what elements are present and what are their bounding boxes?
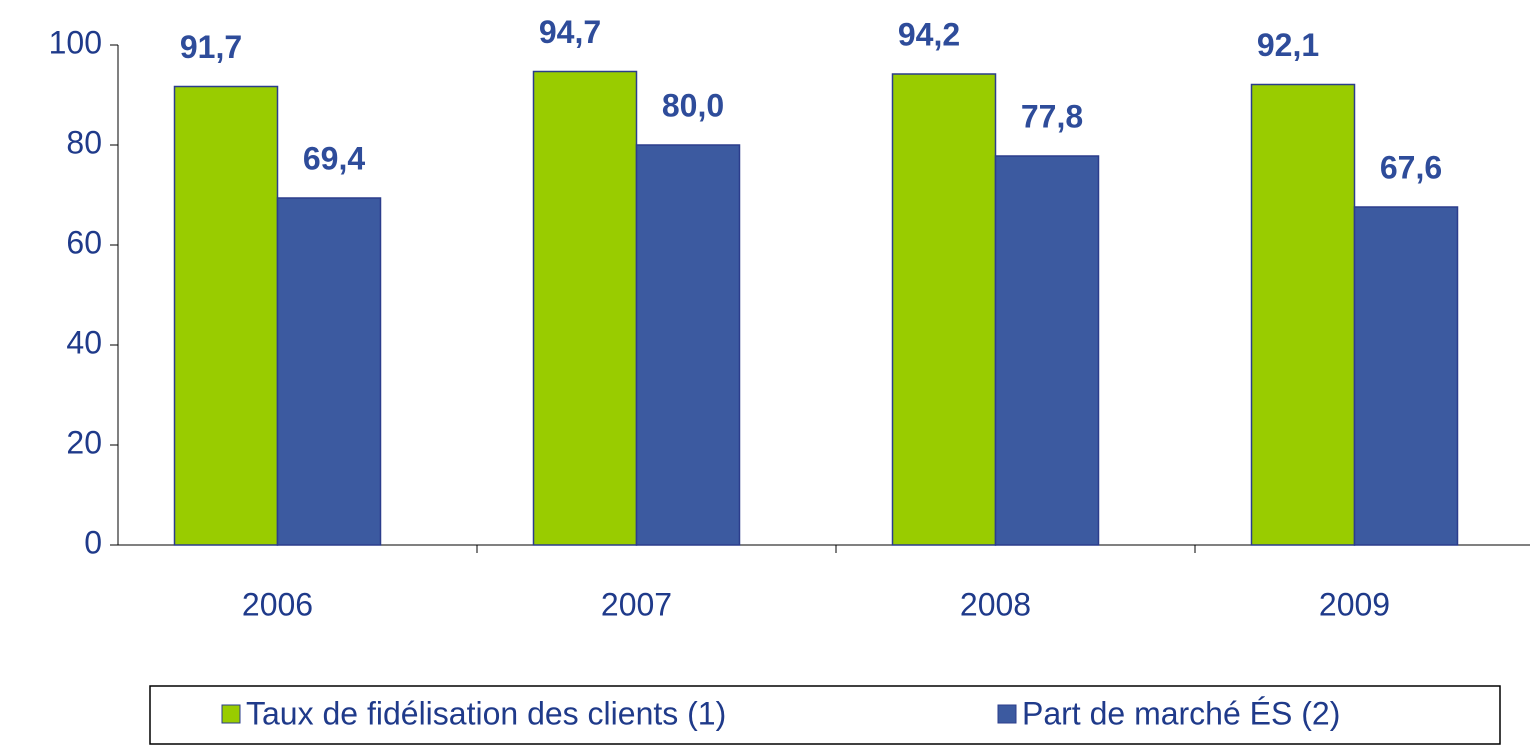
value-label: 94,7 [539,14,601,50]
bar [1250,83,1356,546]
y-tick-label: 40 [66,324,102,360]
bar [276,197,382,546]
value-label: 67,6 [1380,149,1442,185]
bar [173,85,279,546]
y-tick-label: 80 [66,124,102,160]
legend-label: Taux de fidélisation des clients (1) [246,695,726,731]
value-label: 91,7 [180,29,242,65]
value-label: 80,0 [662,87,724,123]
bar [994,155,1100,546]
x-tick-label: 2007 [601,586,672,622]
bar [891,73,997,546]
bar [1353,206,1459,546]
legend-box [149,685,1501,745]
legend-swatch [997,704,1017,724]
y-tick-label: 100 [49,24,102,60]
value-label: 77,8 [1021,98,1083,134]
legend-swatch [221,704,241,724]
bar [532,70,638,546]
x-tick-label: 2009 [1319,586,1390,622]
bar [635,144,741,546]
value-label: 69,4 [303,140,365,176]
y-tick-label: 60 [66,224,102,260]
legend-label: Part de marché ÉS (2) [1022,695,1340,731]
value-label: 94,2 [898,16,960,52]
x-tick-label: 2006 [242,586,313,622]
y-tick-label: 20 [66,424,102,460]
value-label: 92,1 [1257,27,1319,63]
x-tick-label: 2008 [960,586,1031,622]
y-tick-label: 0 [84,524,102,560]
